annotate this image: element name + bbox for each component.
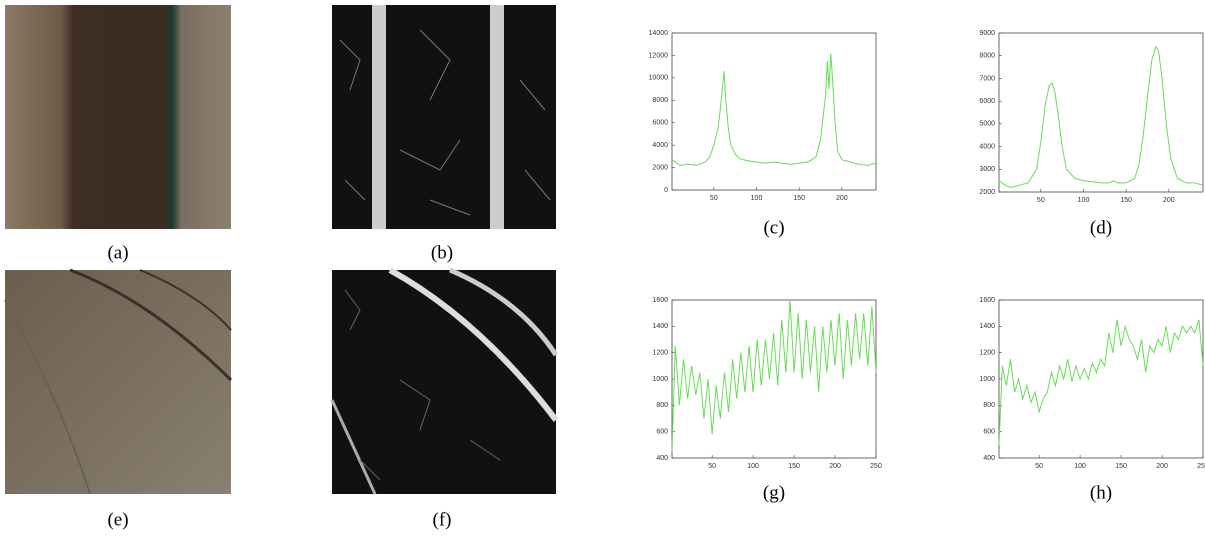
plot-frame	[671, 32, 877, 191]
y-tick-label: 4000	[979, 143, 995, 150]
y-tick-label: 6000	[979, 98, 995, 105]
x-tick-label: 200	[1163, 197, 1175, 204]
y-tick-label: 2000	[652, 164, 668, 171]
line	[671, 53, 877, 166]
photo-e	[4, 268, 233, 495]
y-tick-label: 1200	[652, 350, 668, 357]
x-tick-label: 250	[870, 463, 882, 470]
edge-map-f	[330, 267, 559, 495]
caption: (g)	[763, 482, 785, 503]
plot-frame	[671, 299, 877, 459]
caption: (f)	[433, 509, 452, 530]
y-tick-label: 1200	[979, 350, 995, 357]
caption: (d)	[1090, 217, 1112, 238]
y-tick-label: 9000	[979, 30, 995, 37]
x-tick-label: 100	[747, 463, 759, 470]
x-tick-label: 100	[1074, 463, 1086, 470]
y-tick-label: 3000	[979, 166, 995, 173]
caption: (e)	[107, 509, 128, 530]
line	[998, 45, 1204, 188]
x-tick-label: 250	[1197, 463, 1205, 470]
y-tick-label: 1000	[979, 376, 995, 383]
y-tick-label: 1400	[979, 323, 995, 330]
y-tick-label: 6000	[652, 120, 668, 127]
y-tick-label: 800	[983, 402, 995, 409]
y-tick-label: 5000	[979, 121, 995, 128]
y-tick-label: 1600	[979, 297, 995, 304]
y-tick-label: 0	[664, 187, 668, 194]
x-tick-label: 200	[829, 463, 841, 470]
edge-map-b	[332, 5, 556, 229]
y-tick-label: 12000	[649, 52, 669, 59]
y-tick-label: 8000	[979, 53, 995, 60]
y-tick-label: 800	[656, 402, 668, 409]
y-tick-label: 1600	[652, 297, 668, 304]
x-tick-label: 50	[710, 195, 718, 202]
y-tick-label: 7000	[979, 75, 995, 82]
caption: (c)	[763, 217, 784, 238]
x-tick-label: 200	[1156, 463, 1168, 470]
y-tick-label: 1400	[652, 323, 668, 330]
x-tick-label: 150	[1120, 197, 1132, 204]
plot-frame	[998, 32, 1204, 193]
y-tick-label: 2000	[979, 189, 995, 196]
x-tick-label: 150	[1115, 463, 1127, 470]
caption: (h)	[1090, 482, 1112, 503]
x-tick-label: 150	[788, 463, 800, 470]
y-tick-label: 600	[656, 429, 668, 436]
x-tick-label: 50	[1037, 197, 1045, 204]
x-tick-label: 150	[793, 195, 805, 202]
caption: (b)	[431, 242, 453, 263]
y-tick-label: 1000	[652, 376, 668, 383]
line	[998, 319, 1204, 445]
y-tick-label: 600	[983, 429, 995, 436]
y-tick-label: 4000	[652, 142, 668, 149]
x-tick-label: 50	[1035, 463, 1043, 470]
photo-a	[5, 5, 231, 229]
y-tick-label: 400	[983, 455, 995, 462]
y-tick-label: 400	[656, 455, 668, 462]
line	[671, 299, 877, 452]
caption: (a)	[107, 242, 128, 263]
y-tick-label: 14000	[649, 30, 669, 37]
y-tick-label: 10000	[649, 75, 669, 82]
x-tick-label: 100	[751, 195, 763, 202]
y-tick-label: 8000	[652, 97, 668, 104]
x-tick-label: 100	[1078, 197, 1090, 204]
x-tick-label: 200	[836, 195, 848, 202]
x-tick-label: 50	[708, 463, 716, 470]
plot-frame	[998, 299, 1204, 459]
